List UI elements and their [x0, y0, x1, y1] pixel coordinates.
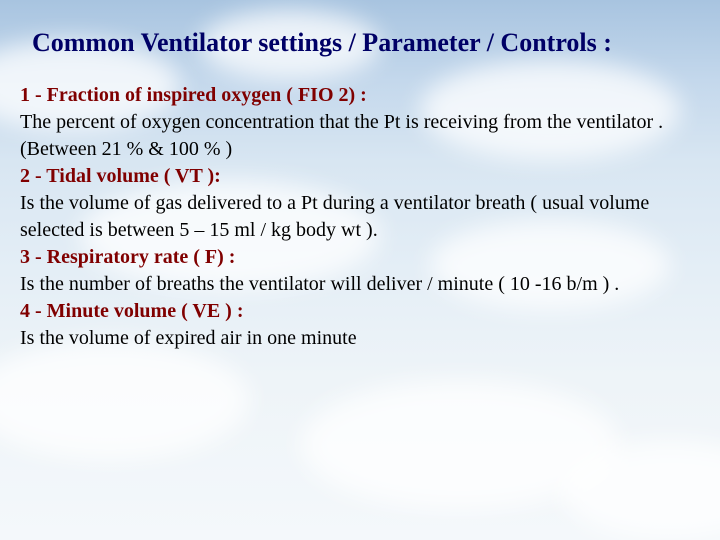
item-2-desc: Is the volume of gas delivered to a Pt d…: [20, 192, 649, 241]
item-1-desc: The percent of oxygen concentration that…: [20, 111, 663, 160]
item-2-head: 2 - Tidal volume ( VT ):: [20, 165, 221, 187]
slide-body: 1 - Fraction of inspired oxygen ( FIO 2)…: [20, 82, 700, 352]
item-3-desc: Is the number of breaths the ventilator …: [20, 273, 619, 295]
item-3-head: 3 - Respiratory rate ( F) :: [20, 246, 235, 268]
item-4: 4 - Minute volume ( VE ) : Is the volume…: [20, 298, 700, 352]
item-1: 1 - Fraction of inspired oxygen ( FIO 2)…: [20, 82, 700, 163]
item-1-head: 1 - Fraction of inspired oxygen ( FIO 2)…: [20, 84, 367, 106]
item-4-desc: Is the volume of expired air in one minu…: [20, 327, 357, 349]
item-4-head: 4 - Minute volume ( VE ) :: [20, 300, 244, 322]
item-2: 2 - Tidal volume ( VT ): Is the volume o…: [20, 163, 700, 244]
slide-title: Common Ventilator settings / Parameter /…: [32, 28, 700, 58]
slide: Common Ventilator settings / Parameter /…: [0, 0, 720, 540]
item-3: 3 - Respiratory rate ( F) : Is the numbe…: [20, 244, 700, 298]
